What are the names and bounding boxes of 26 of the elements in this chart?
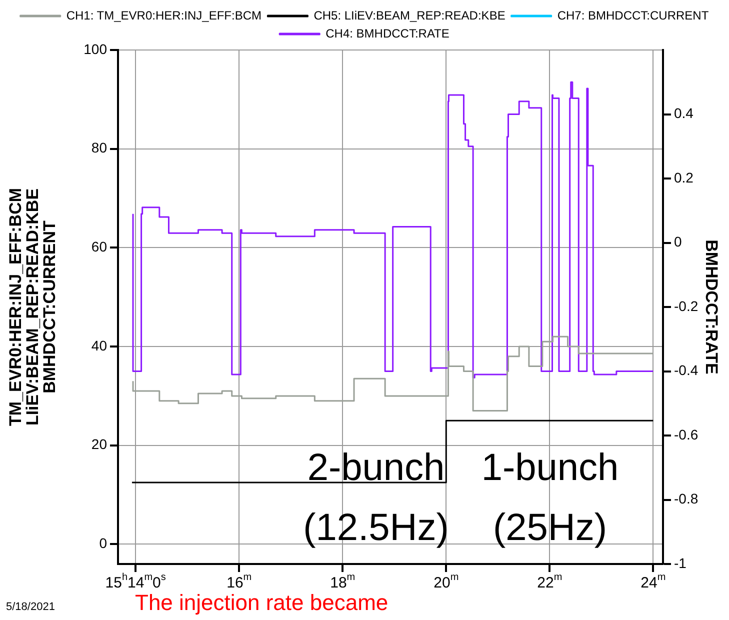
annotation: (25Hz) bbox=[492, 507, 608, 549]
y2-tick-label: -0.4 bbox=[674, 362, 698, 378]
y2-tick-label: 0 bbox=[674, 234, 682, 250]
annotation: 2-bunch bbox=[307, 447, 445, 489]
legend-label: CH4: BMHDCCT:RATE bbox=[326, 26, 450, 40]
y2-tick-label: 0.4 bbox=[674, 105, 694, 122]
text: The injection rate became bbox=[135, 590, 388, 615]
annotation: 1-bunch bbox=[481, 447, 619, 489]
y2-tick-label: -0.8 bbox=[674, 490, 698, 507]
y-tick-label: 0 bbox=[99, 535, 108, 552]
y-axis-title: TM_EVR0:HER:INJ_EFF:BCM LIiEV:BEAM_REP:READ:KBE BMHDCCT:CURRENT bbox=[6, 188, 60, 426]
y-tick-label: 40 bbox=[91, 337, 108, 354]
text: 5/18/2021 bbox=[6, 601, 55, 613]
y2-tick-label: -1 bbox=[674, 554, 687, 571]
y-tick-label: 80 bbox=[91, 140, 108, 156]
y-tick-label: 20 bbox=[91, 436, 108, 452]
annotation: (12.5Hz) bbox=[303, 507, 449, 549]
legend-label: CH5: LIiEV:BEAM_REP:READ:KBE bbox=[314, 8, 506, 22]
y2-tick-label: 0.2 bbox=[674, 169, 694, 186]
y-tick-label: 100 bbox=[84, 40, 108, 57]
y2-tick-label: -0.6 bbox=[674, 426, 698, 442]
y-tick-label: 60 bbox=[91, 238, 108, 255]
y2-tick-label: -0.2 bbox=[674, 298, 698, 314]
legend-label: CH7: BMHDCCT:CURRENT bbox=[557, 8, 710, 22]
y2-axis-title: BMHDCCT:RATE bbox=[702, 240, 722, 374]
legend-label: CH1: TM_EVR0:HER:INJ_EFF:BCM bbox=[66, 8, 262, 22]
